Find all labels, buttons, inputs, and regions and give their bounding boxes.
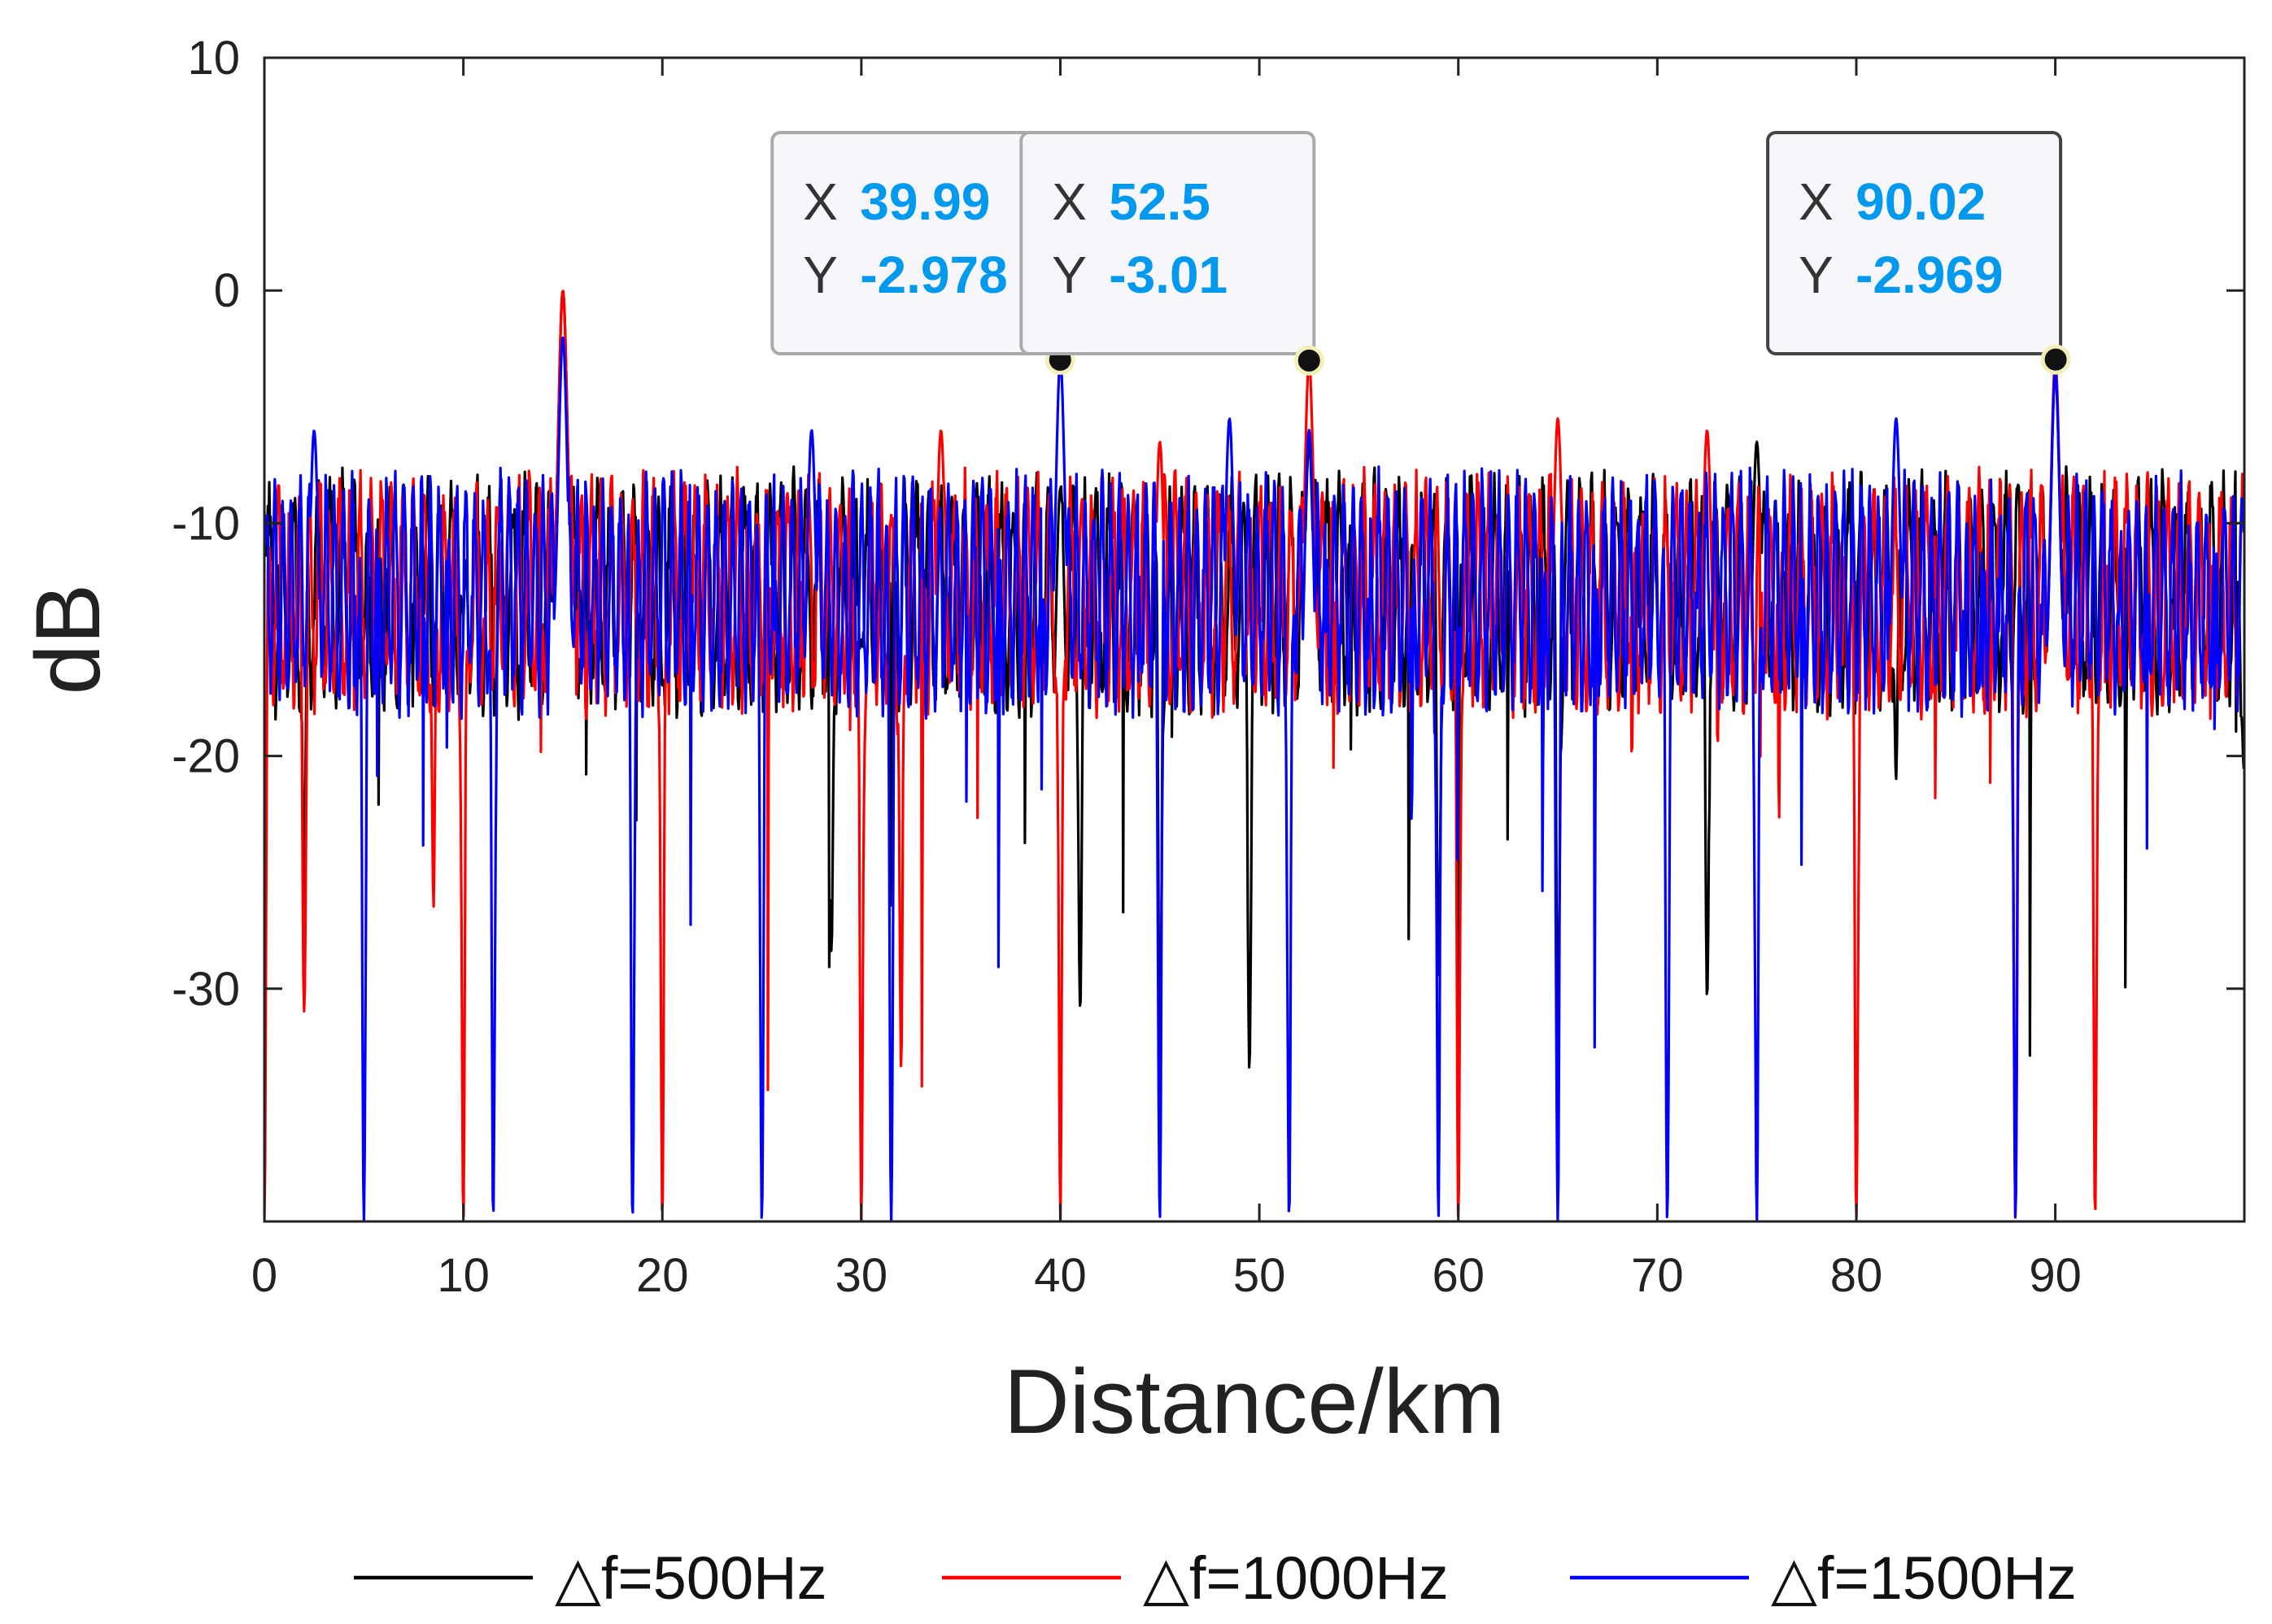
- legend-label-0: △f=500Hz: [555, 1544, 827, 1612]
- series-line-0: [264, 290, 2244, 1145]
- x-tick-label-8: 80: [1830, 1249, 1883, 1302]
- x-tick-label-5: 50: [1233, 1249, 1286, 1302]
- y-tick-label-0: 10: [187, 32, 240, 85]
- datatip-y-label-2: Y: [1799, 246, 1834, 304]
- datatip-1[interactable]: X 52.5 Y -3.01: [1019, 131, 1324, 376]
- series-line-2: [264, 336, 2244, 1221]
- x-tick-label-9: 90: [2029, 1249, 2082, 1302]
- datatip-box-2: [1766, 131, 2063, 355]
- datatip-y-label-0: Y: [803, 246, 838, 304]
- x-tick-label-6: 60: [1432, 1249, 1485, 1302]
- y-tick-label-1: 0: [214, 264, 240, 317]
- legend: △f=500Hz △f=1000Hz △f=1500Hz: [354, 1544, 2077, 1612]
- datatip-x-label-2: X: [1799, 172, 1834, 231]
- y-axis-title: dB: [17, 584, 119, 695]
- series-line-1: [264, 290, 2244, 1221]
- x-tick-label-4: 40: [1034, 1249, 1087, 1302]
- x-tick-label-0: 0: [251, 1249, 277, 1302]
- datatip-y-label-1: Y: [1052, 246, 1087, 304]
- datatip-0[interactable]: X 39.99 Y -2.978: [770, 131, 1075, 375]
- legend-label-2: △f=1500Hz: [1771, 1544, 2077, 1612]
- datatip-y-value-0: -2.978: [860, 246, 1007, 304]
- y-tick-label-2: -10: [172, 497, 240, 550]
- x-tick-label-1: 10: [437, 1249, 490, 1302]
- datatip-marker-1[interactable]: [1293, 345, 1324, 376]
- datatip-y-value-1: -3.01: [1109, 246, 1228, 304]
- legend-entry-2: △f=1500Hz: [1570, 1544, 2077, 1612]
- datatip-box-1: [1019, 131, 1316, 355]
- x-tick-label-7: 70: [1631, 1249, 1684, 1302]
- x-tick-label-3: 30: [835, 1249, 888, 1302]
- plot-area-frame: [263, 56, 2246, 1223]
- series-layer: [264, 290, 2244, 1221]
- y-tick-label-3: -20: [172, 730, 240, 783]
- datatip-2[interactable]: X 90.02 Y -2.969: [1766, 131, 2071, 375]
- x-axis-title: Distance/km: [1004, 1351, 1505, 1452]
- legend-label-1: △f=1000Hz: [1143, 1544, 1449, 1612]
- datatip-marker-2[interactable]: [2040, 344, 2071, 375]
- legend-entry-1: △f=1000Hz: [942, 1544, 1449, 1612]
- datatip-y-value-2: -2.969: [1856, 246, 2003, 304]
- datatips: X 39.99 Y -2.978 X 52.5 Y -3.01 X 90.02 Y -2.969: [770, 131, 2071, 376]
- datatip-x-value-0: 39.99: [860, 172, 990, 231]
- datatip-x-value-1: 52.5: [1109, 172, 1210, 231]
- datatip-x-value-2: 90.02: [1856, 172, 1986, 231]
- axis-ticks: [263, 56, 2244, 1221]
- datatip-x-label-1: X: [1052, 172, 1087, 231]
- legend-entry-0: △f=500Hz: [354, 1544, 827, 1612]
- datatip-x-label-0: X: [803, 172, 838, 231]
- y-tick-label-4: -30: [172, 963, 240, 1016]
- x-tick-label-2: 20: [636, 1249, 689, 1302]
